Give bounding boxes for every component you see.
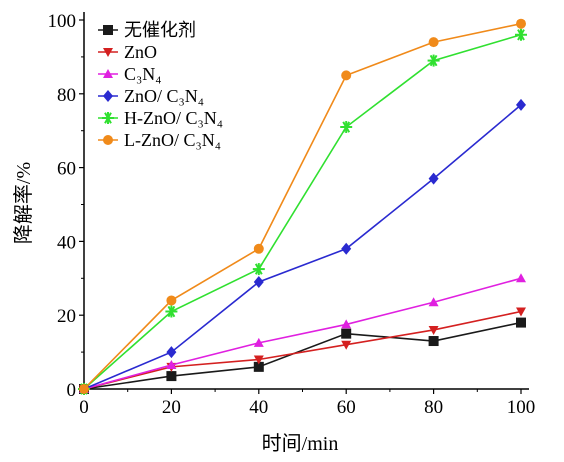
data-point [516,18,526,29]
x-axis-label: 时间/min [262,432,339,455]
legend-marker [103,25,113,35]
legend-label: H-ZnO/ C₃N₄ [124,108,223,128]
y-tick-label: 40 [57,232,76,253]
series-line [83,22,522,390]
y-tick-label: 80 [57,85,76,106]
data-point [252,263,265,276]
data-point [341,319,352,329]
data-point [253,243,264,254]
data-point [515,28,527,41]
series-3 [79,273,526,393]
data-point [516,98,526,111]
series-1 [79,317,526,394]
legend-marker [103,90,113,102]
data-point [253,361,264,372]
legend-label: 无催化剂 [124,20,196,40]
x-tick-label: 0 [79,397,89,418]
series-line [83,321,522,390]
x-tick-label: 60 [337,397,356,418]
series-line [83,277,522,390]
series-line [83,310,522,390]
data-point [428,336,439,347]
legend-label: L-ZnO/ C₃N₄ [124,130,221,150]
x-tick-label: 40 [249,397,268,418]
legend-item: H-ZnO/ C₃N₄ [98,108,223,128]
data-point [79,384,89,394]
legend-marker [103,69,113,78]
data-point [427,54,440,67]
data-point [341,70,352,81]
data-point [253,337,264,347]
x-tick-label: 100 [507,397,536,418]
axes [83,12,529,390]
data-point [516,307,526,317]
legend-item: ZnO [98,42,157,62]
data-point [253,355,264,365]
y-tick-label: 100 [48,11,77,32]
legend-label: ZnO/ C₃N₄ [124,86,204,106]
data-point [516,273,526,283]
data-point [341,340,352,350]
y-tick-label: 20 [57,306,76,327]
ticks: 0 20 40 60 80 100 0 20 40 60 80 100 [48,11,536,418]
legend-item: ZnO/ C₃N₄ [98,86,204,106]
series-line [83,33,522,390]
y-tick-label: 60 [57,159,76,180]
data-point [341,242,352,255]
data-point [253,275,264,288]
legend-item: L-ZnO/ C₃N₄ [98,130,221,150]
data-point [428,297,439,307]
data-point [516,317,526,328]
legend-item: 无催化剂 [98,20,196,40]
data-point [428,172,439,185]
data-point [166,295,177,306]
legend-item: C₃N₄ [98,64,162,84]
y-tick-label: 0 [67,380,77,401]
data-point [340,121,353,134]
data-point [428,325,439,335]
data-point [428,37,439,48]
series-6 [79,18,526,394]
data-point [166,360,177,370]
x-tick-label: 20 [162,397,181,418]
legend-marker [103,48,113,57]
legend-label: C₃N₄ [124,64,162,84]
legend-label: ZnO [124,42,157,62]
series-line [83,104,522,390]
y-axis-label: 降解率/% [12,162,35,244]
x-tick-label: 80 [424,397,443,418]
legend-marker [102,112,114,124]
data-point [166,371,177,382]
legend-marker [103,135,113,145]
series-layer [78,18,527,395]
data-point [165,305,178,318]
data-point [341,328,352,339]
data-point [166,346,177,359]
